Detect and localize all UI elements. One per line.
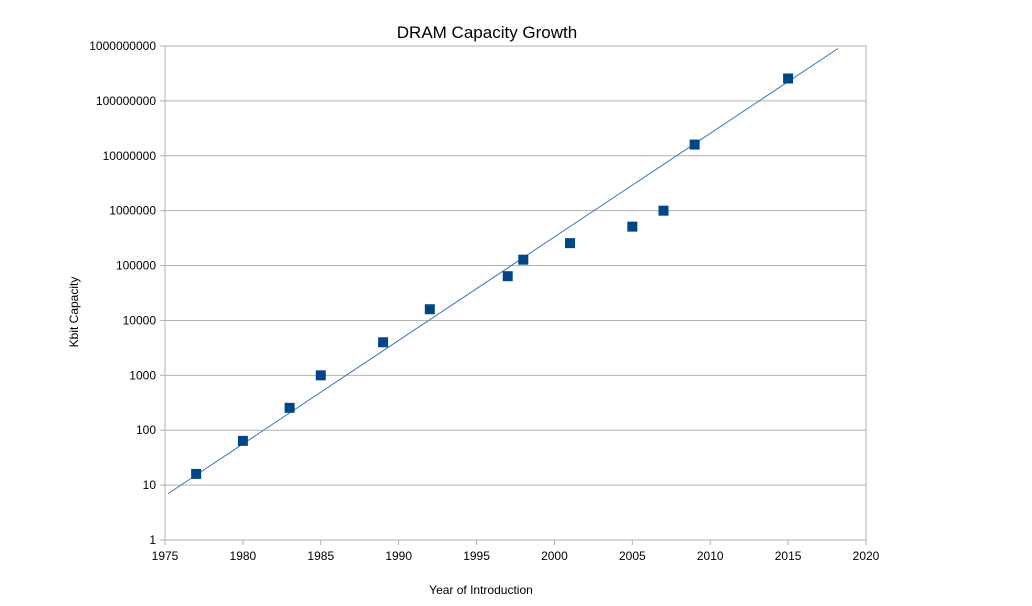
x-axis-label: Year of Introduction bbox=[429, 583, 533, 597]
plot-area-border bbox=[164, 45, 867, 541]
y-tick-label: 100 bbox=[136, 423, 156, 437]
y-tick-label: 1000 bbox=[129, 368, 156, 382]
data-point bbox=[315, 370, 326, 381]
data-point bbox=[627, 221, 638, 232]
y-tick-label: 10 bbox=[143, 478, 157, 492]
x-tick-label: 1975 bbox=[152, 549, 179, 563]
data-point bbox=[237, 435, 248, 446]
data-point bbox=[191, 468, 202, 479]
chart-title: DRAM Capacity Growth bbox=[397, 23, 577, 42]
data-point bbox=[502, 271, 513, 282]
data-point bbox=[424, 304, 435, 315]
data-point bbox=[378, 337, 389, 348]
x-tick-label: 2010 bbox=[697, 549, 724, 563]
data-point bbox=[565, 238, 576, 249]
x-tick-label: 2005 bbox=[619, 549, 646, 563]
y-tick-label: 10000000 bbox=[103, 149, 157, 163]
y-tick-label: 100000 bbox=[116, 259, 156, 273]
x-tick-label: 1985 bbox=[307, 549, 334, 563]
data-points bbox=[191, 73, 794, 479]
x-axis-ticks: 1975 1980 1985 1990 1995 2000 2005 2010 2015 2020 bbox=[152, 540, 880, 563]
y-tick-label: 10000 bbox=[123, 313, 157, 327]
y-tick-label: 1 bbox=[149, 533, 156, 547]
x-tick-label: 2020 bbox=[853, 549, 880, 563]
data-point bbox=[658, 205, 669, 216]
y-tick-label: 1000000 bbox=[109, 204, 156, 218]
y-tick-label: 1000000000 bbox=[89, 39, 156, 53]
data-point bbox=[783, 73, 794, 84]
y-tick-label: 100000000 bbox=[96, 94, 156, 108]
y-axis-ticks: 1 10 100 1000 10000 100000 1000000 10000000 1000… bbox=[89, 39, 165, 547]
data-point bbox=[518, 254, 529, 265]
y-axis-label: Kbit Capacity bbox=[67, 277, 81, 348]
x-tick-label: 1995 bbox=[463, 549, 490, 563]
x-tick-label: 1990 bbox=[385, 549, 412, 563]
x-tick-label: 1980 bbox=[230, 549, 257, 563]
data-point bbox=[284, 402, 295, 413]
trend-line bbox=[167, 48, 839, 495]
x-tick-label: 2000 bbox=[541, 549, 568, 563]
data-point bbox=[689, 139, 700, 150]
x-tick-label: 2015 bbox=[775, 549, 802, 563]
